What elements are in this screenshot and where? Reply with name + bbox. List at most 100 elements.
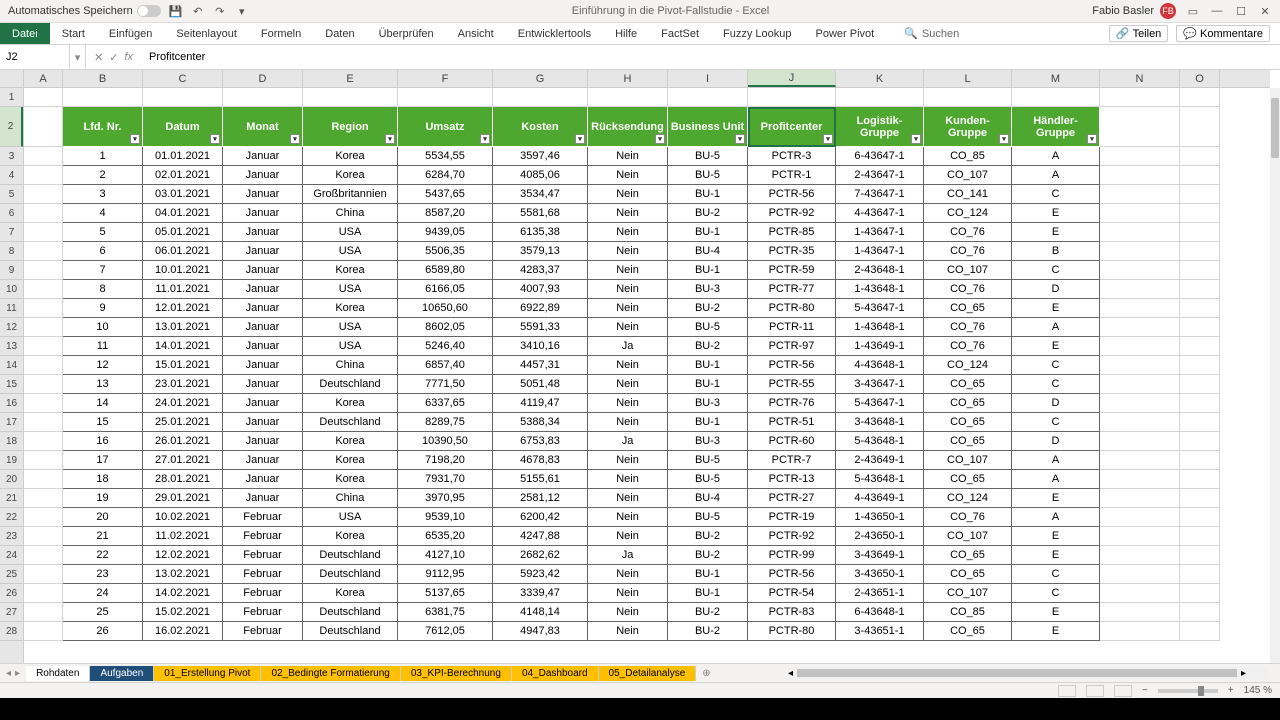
table-cell[interactable]: PCTR-1: [748, 166, 836, 185]
table-cell[interactable]: CO_76: [924, 337, 1012, 356]
table-cell[interactable]: Nein: [588, 375, 668, 394]
table-cell[interactable]: BU-2: [668, 299, 748, 318]
table-cell[interactable]: Januar: [223, 280, 303, 299]
table-cell[interactable]: 8587,20: [398, 204, 493, 223]
column-header-N[interactable]: N: [1100, 70, 1180, 87]
table-cell[interactable]: 13.01.2021: [143, 318, 223, 337]
empty-cell[interactable]: [1100, 546, 1180, 565]
table-cell[interactable]: 5506,35: [398, 242, 493, 261]
table-cell[interactable]: 9112,95: [398, 565, 493, 584]
empty-cell[interactable]: [24, 261, 63, 280]
table-cell[interactable]: CO_76: [924, 280, 1012, 299]
table-cell[interactable]: USA: [303, 242, 398, 261]
table-cell[interactable]: BU-3: [668, 280, 748, 299]
empty-cell[interactable]: [1180, 107, 1220, 147]
table-cell[interactable]: 22: [63, 546, 143, 565]
table-cell[interactable]: Januar: [223, 356, 303, 375]
table-cell[interactable]: 11.01.2021: [143, 280, 223, 299]
table-cell[interactable]: Januar: [223, 261, 303, 280]
table-cell[interactable]: PCTR-59: [748, 261, 836, 280]
column-header-G[interactable]: G: [493, 70, 588, 87]
empty-cell[interactable]: [1180, 622, 1220, 641]
table-cell[interactable]: C: [1012, 584, 1100, 603]
table-cell[interactable]: PCTR-51: [748, 413, 836, 432]
table-cell[interactable]: 2-43648-1: [836, 261, 924, 280]
table-cell[interactable]: BU-5: [668, 508, 748, 527]
table-cell[interactable]: 6: [63, 242, 143, 261]
table-cell[interactable]: 9439,05: [398, 223, 493, 242]
empty-cell[interactable]: [24, 394, 63, 413]
select-all-corner[interactable]: [0, 70, 24, 87]
empty-cell[interactable]: [1180, 356, 1220, 375]
table-cell[interactable]: 12.02.2021: [143, 546, 223, 565]
row-header-19[interactable]: 19: [0, 451, 23, 470]
empty-cell[interactable]: [1100, 185, 1180, 204]
empty-cell[interactable]: [24, 584, 63, 603]
table-cell[interactable]: 6535,20: [398, 527, 493, 546]
table-cell[interactable]: 6-43647-1: [836, 147, 924, 166]
name-box[interactable]: J2: [0, 45, 70, 69]
row-header-20[interactable]: 20: [0, 470, 23, 489]
table-cell[interactable]: 18: [63, 470, 143, 489]
table-cell[interactable]: 1-43650-1: [836, 508, 924, 527]
redo-icon[interactable]: ↷: [213, 4, 227, 18]
table-cell[interactable]: 2-43647-1: [836, 166, 924, 185]
filter-dropdown-icon[interactable]: ▾: [480, 134, 490, 144]
accept-formula-icon[interactable]: ✓: [109, 51, 118, 64]
row-header-12[interactable]: 12: [0, 318, 23, 337]
table-header[interactable]: Lfd. Nr.▾: [63, 107, 143, 147]
table-cell[interactable]: PCTR-11: [748, 318, 836, 337]
table-cell[interactable]: 6-43648-1: [836, 603, 924, 622]
table-cell[interactable]: 16: [63, 432, 143, 451]
table-cell[interactable]: Nein: [588, 489, 668, 508]
table-cell[interactable]: 6589,80: [398, 261, 493, 280]
empty-cell[interactable]: [143, 88, 223, 107]
table-cell[interactable]: 11.02.2021: [143, 527, 223, 546]
empty-cell[interactable]: [1100, 261, 1180, 280]
row-header-1[interactable]: 1: [0, 88, 23, 107]
table-cell[interactable]: Korea: [303, 166, 398, 185]
table-cell[interactable]: PCTR-80: [748, 622, 836, 641]
table-cell[interactable]: Nein: [588, 166, 668, 185]
table-cell[interactable]: Nein: [588, 622, 668, 641]
empty-cell[interactable]: [24, 546, 63, 565]
column-header-J[interactable]: J: [748, 70, 836, 87]
table-cell[interactable]: USA: [303, 223, 398, 242]
table-cell[interactable]: Korea: [303, 394, 398, 413]
empty-cell[interactable]: [1012, 88, 1100, 107]
empty-cell[interactable]: [1180, 394, 1220, 413]
table-cell[interactable]: 3534,47: [493, 185, 588, 204]
table-cell[interactable]: E: [1012, 546, 1100, 565]
table-cell[interactable]: 5: [63, 223, 143, 242]
table-cell[interactable]: BU-5: [668, 470, 748, 489]
table-header[interactable]: Rücksendung▾: [588, 107, 668, 147]
table-cell[interactable]: Nein: [588, 147, 668, 166]
empty-cell[interactable]: [24, 527, 63, 546]
sheet-nav-prev-icon[interactable]: ◂: [6, 668, 11, 679]
table-cell[interactable]: 26: [63, 622, 143, 641]
table-cell[interactable]: 5923,42: [493, 565, 588, 584]
table-cell[interactable]: Nein: [588, 565, 668, 584]
table-cell[interactable]: 4457,31: [493, 356, 588, 375]
maximize-icon[interactable]: ☐: [1234, 4, 1248, 18]
table-cell[interactable]: CO_107: [924, 451, 1012, 470]
table-cell[interactable]: 5534,55: [398, 147, 493, 166]
empty-cell[interactable]: [1180, 147, 1220, 166]
table-cell[interactable]: 7771,50: [398, 375, 493, 394]
table-cell[interactable]: CO_76: [924, 223, 1012, 242]
empty-cell[interactable]: [1100, 394, 1180, 413]
table-cell[interactable]: 4007,93: [493, 280, 588, 299]
table-cell[interactable]: Januar: [223, 337, 303, 356]
empty-cell[interactable]: [1180, 185, 1220, 204]
table-cell[interactable]: 9539,10: [398, 508, 493, 527]
empty-cell[interactable]: [24, 603, 63, 622]
name-box-dropdown-icon[interactable]: ▾: [70, 45, 86, 69]
column-header-D[interactable]: D: [223, 70, 303, 87]
table-cell[interactable]: D: [1012, 394, 1100, 413]
table-cell[interactable]: BU-4: [668, 489, 748, 508]
row-header-26[interactable]: 26: [0, 584, 23, 603]
column-header-F[interactable]: F: [398, 70, 493, 87]
table-cell[interactable]: Januar: [223, 489, 303, 508]
table-cell[interactable]: CO_141: [924, 185, 1012, 204]
empty-cell[interactable]: [1100, 432, 1180, 451]
